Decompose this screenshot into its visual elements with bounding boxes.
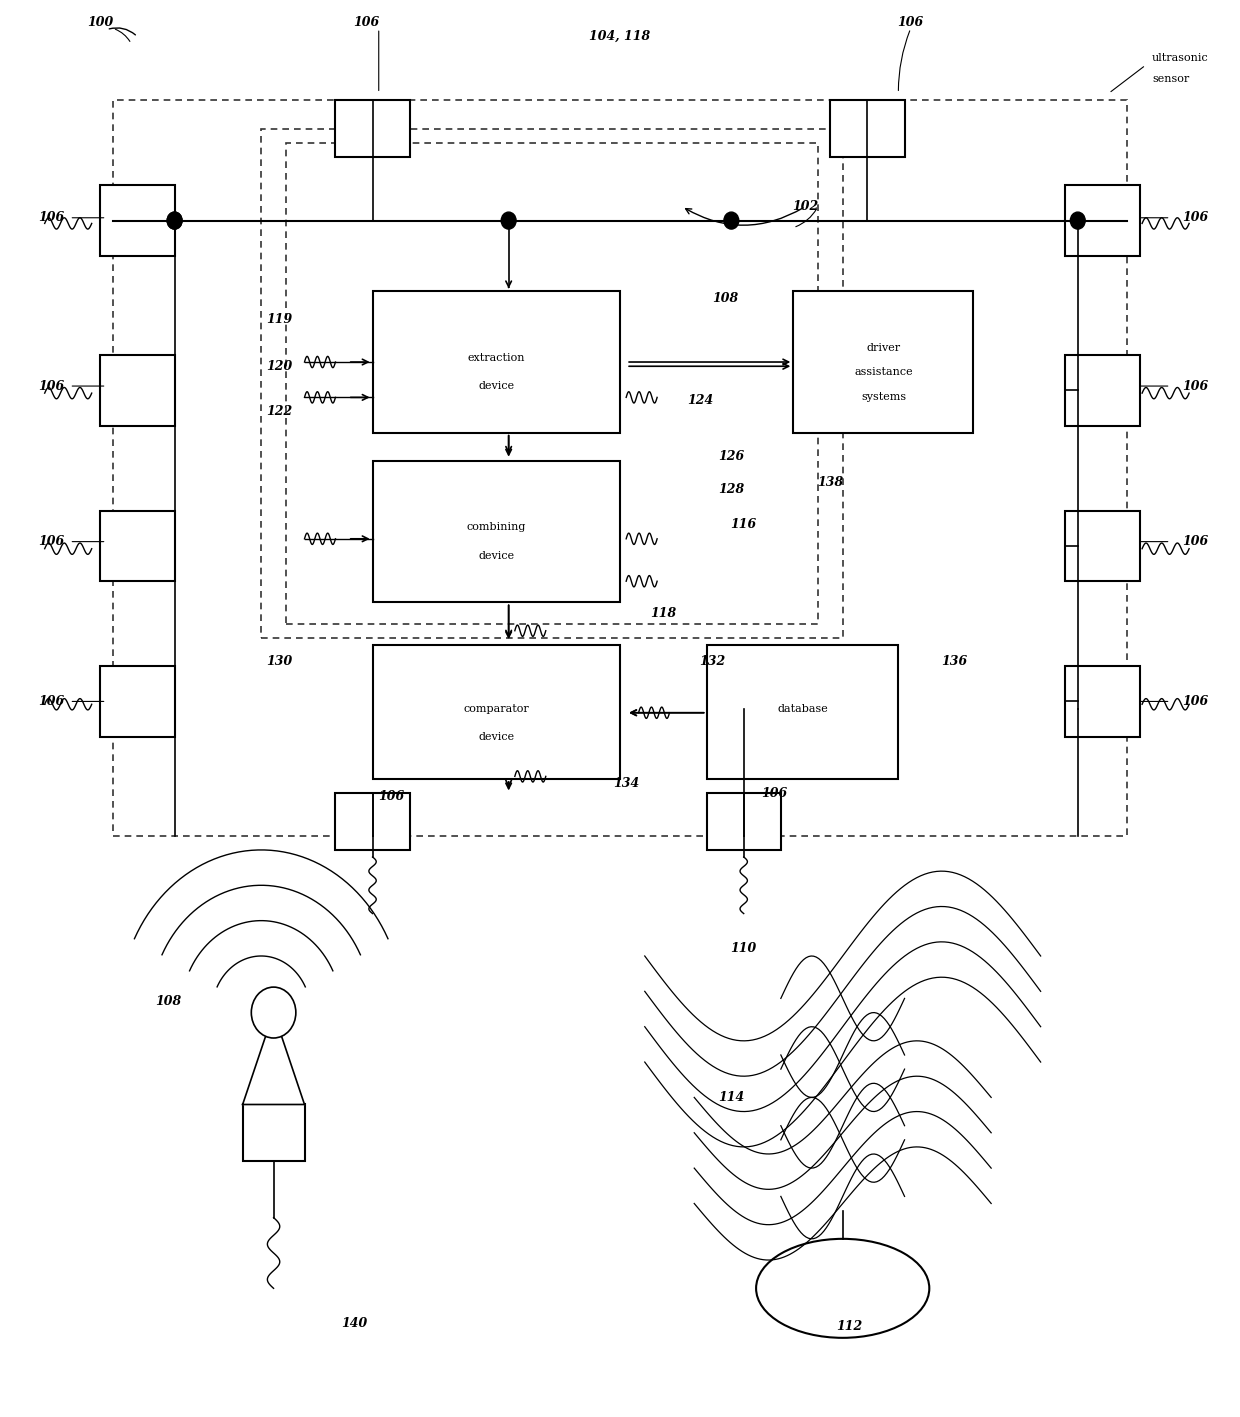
Bar — [100, 186, 175, 256]
Bar — [262, 129, 843, 638]
Text: 106: 106 — [1182, 211, 1209, 224]
Text: extraction: extraction — [467, 353, 525, 363]
Text: 106: 106 — [1182, 380, 1209, 393]
Text: 106: 106 — [1182, 694, 1209, 708]
Bar — [831, 101, 904, 157]
Text: assistance: assistance — [854, 367, 913, 377]
Text: 108: 108 — [155, 995, 181, 1007]
Text: comparator: comparator — [464, 703, 529, 714]
Text: 116: 116 — [730, 519, 756, 531]
Bar — [113, 101, 1127, 836]
Text: device: device — [479, 731, 515, 741]
Text: combining: combining — [466, 523, 526, 533]
Text: device: device — [479, 551, 515, 561]
Text: 132: 132 — [699, 655, 725, 669]
Text: 106: 106 — [1182, 536, 1209, 548]
Text: 136: 136 — [941, 655, 967, 669]
Text: 106: 106 — [37, 694, 64, 708]
Text: 106: 106 — [378, 789, 404, 802]
Text: ultrasonic: ultrasonic — [1152, 52, 1209, 62]
Circle shape — [1070, 213, 1085, 230]
Text: device: device — [479, 381, 515, 391]
Bar — [794, 292, 972, 432]
Text: 106: 106 — [761, 786, 787, 799]
Bar — [372, 645, 620, 779]
Text: 128: 128 — [718, 483, 744, 496]
Text: 106: 106 — [353, 16, 379, 30]
Polygon shape — [243, 1013, 305, 1104]
Text: 106: 106 — [37, 380, 64, 393]
Text: 140: 140 — [341, 1318, 367, 1331]
Text: 118: 118 — [650, 608, 677, 621]
Text: 130: 130 — [267, 655, 293, 669]
Bar — [1065, 186, 1140, 256]
Text: 104, 118: 104, 118 — [589, 30, 651, 44]
Text: 106: 106 — [37, 211, 64, 224]
Circle shape — [167, 213, 182, 230]
Circle shape — [252, 988, 296, 1039]
Circle shape — [167, 213, 182, 230]
Bar — [707, 794, 781, 850]
Bar — [100, 510, 175, 581]
Bar — [286, 143, 818, 623]
Text: 124: 124 — [687, 394, 713, 407]
Text: 114: 114 — [718, 1091, 744, 1104]
Text: 134: 134 — [613, 777, 640, 789]
Bar — [1065, 666, 1140, 737]
Text: 120: 120 — [267, 360, 293, 373]
Ellipse shape — [756, 1238, 929, 1338]
Circle shape — [501, 213, 516, 230]
Text: 126: 126 — [718, 451, 744, 463]
Bar — [243, 1104, 305, 1161]
Text: systems: systems — [861, 393, 906, 402]
Text: sensor: sensor — [1152, 74, 1189, 84]
Text: 108: 108 — [712, 292, 738, 305]
Text: 138: 138 — [817, 476, 843, 489]
Text: 102: 102 — [792, 200, 818, 213]
Text: 100: 100 — [87, 16, 114, 30]
Text: 110: 110 — [730, 942, 756, 955]
Text: 112: 112 — [836, 1321, 862, 1333]
Bar — [336, 794, 409, 850]
Bar — [1065, 510, 1140, 581]
Bar — [1065, 354, 1140, 425]
Text: 122: 122 — [267, 405, 293, 418]
Bar — [100, 354, 175, 425]
Circle shape — [724, 213, 739, 230]
Text: driver: driver — [867, 343, 900, 353]
Bar — [372, 292, 620, 432]
Bar — [372, 461, 620, 602]
Bar — [707, 645, 898, 779]
Text: 119: 119 — [267, 313, 293, 326]
Bar — [100, 666, 175, 737]
Bar — [336, 101, 409, 157]
Text: 106: 106 — [37, 536, 64, 548]
Text: 106: 106 — [898, 16, 924, 30]
Text: database: database — [777, 703, 828, 714]
